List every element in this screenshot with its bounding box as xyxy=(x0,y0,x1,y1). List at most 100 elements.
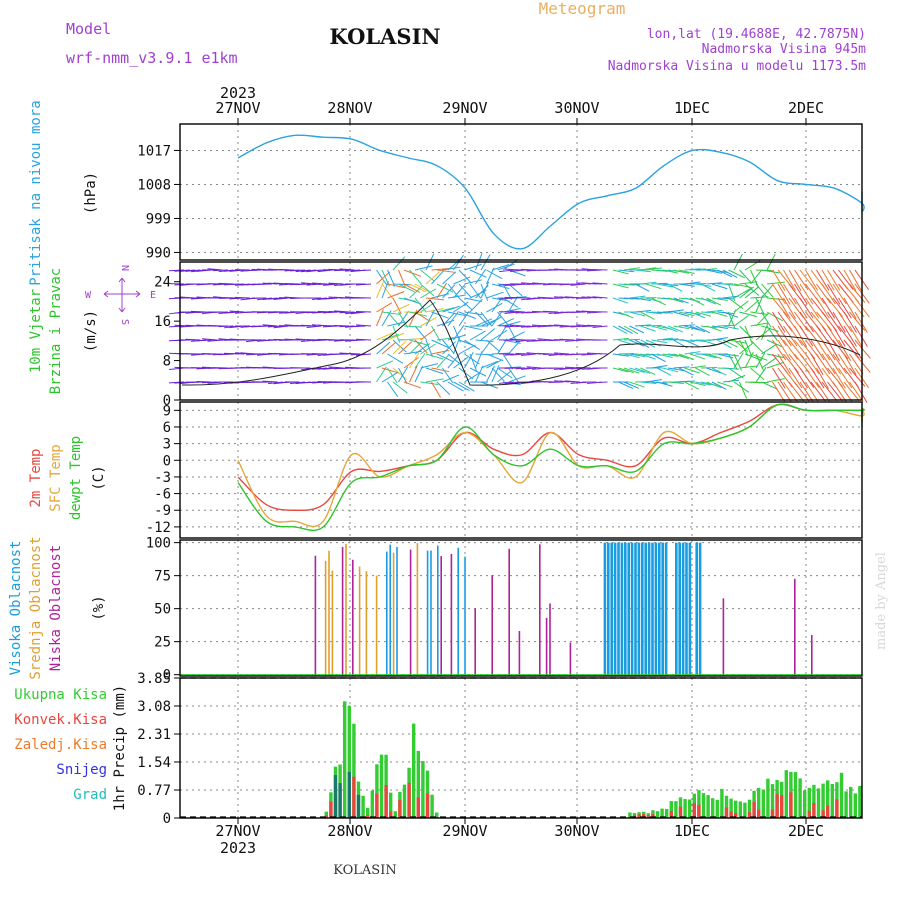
wind-barb-454 xyxy=(458,310,470,327)
wind-barb-992 xyxy=(788,297,804,318)
precip-bar-33 xyxy=(665,808,669,818)
ytick-label-2-2: -6 xyxy=(154,487,171,503)
wind-barb-1095 xyxy=(849,353,864,375)
xtick-bottom-1: 28NOV xyxy=(327,822,372,840)
precip-conv-18 xyxy=(407,782,411,818)
precip-conv-58 xyxy=(780,795,784,818)
cloud-ylabel-low: Niska Oblacnost xyxy=(48,545,64,671)
wind-barb-805 xyxy=(673,325,690,330)
wind-barb-532 xyxy=(508,283,523,297)
wind-barb-382 xyxy=(414,325,427,341)
wind-barb-745 xyxy=(634,367,651,374)
precip-bar-25 xyxy=(628,812,632,818)
cloud-bar-36 xyxy=(620,542,624,676)
wind-barb-892 xyxy=(728,283,736,302)
wind-barb-498 xyxy=(486,302,503,313)
cloud-bar-56 xyxy=(698,542,702,676)
precip-conv-68 xyxy=(826,805,830,818)
cloud-bar-14 xyxy=(409,549,412,676)
wind-barb-262 xyxy=(328,282,344,285)
precip-conv-39 xyxy=(692,803,696,818)
wind-barb-1002 xyxy=(794,311,809,332)
wind-barb-759 xyxy=(645,311,662,315)
wind-barb-1015 xyxy=(799,367,815,388)
wind-barb-1071 xyxy=(838,269,854,290)
wind-barb-935 xyxy=(750,381,769,384)
wind-barb-788 xyxy=(662,338,679,341)
footer-station: KOLASIN xyxy=(333,863,396,878)
wind-barb-328 xyxy=(381,310,392,327)
wind-barb-816 xyxy=(678,353,695,360)
wind-barb-321 xyxy=(376,341,391,355)
wind-barb-350 xyxy=(392,381,408,394)
compass-rose: N W E S xyxy=(85,265,156,325)
precip-conv-11 xyxy=(375,793,379,818)
wind-barb-419 xyxy=(436,337,455,341)
wind-barb-473 xyxy=(469,330,486,341)
wind-barb-810 xyxy=(678,269,695,274)
precip-bar-24 xyxy=(435,812,439,818)
xtick-top-0: 27NOV xyxy=(215,99,260,117)
wind-barb-769 xyxy=(651,325,668,331)
wind-barb-848 xyxy=(700,297,717,305)
cloud-bar-3 xyxy=(331,570,334,676)
temp-ylabel: 2m Temp SFC Temp dewpt Temp (C) xyxy=(28,436,107,520)
wind-barb-820 xyxy=(684,281,701,285)
precip-bar-15 xyxy=(393,811,397,818)
wind-barb-264 xyxy=(328,310,344,313)
precip-bar-6 xyxy=(352,723,356,818)
wind-barb-63 xyxy=(207,268,223,271)
wind-barb-965 xyxy=(772,297,789,317)
wind-barb-753 xyxy=(640,353,656,360)
precip-conv-40 xyxy=(697,804,701,818)
wind-barb-799 xyxy=(667,367,684,372)
wind-barb-927 xyxy=(750,269,759,287)
wind-barb-835 xyxy=(689,365,706,369)
wind-barb-82 xyxy=(218,282,234,285)
wind-barb-912 xyxy=(739,311,758,318)
wind-barb-310 xyxy=(356,324,372,327)
wind-barb-198 xyxy=(289,269,306,272)
wind-barb-27 xyxy=(185,269,201,272)
wind-barb-907 xyxy=(733,352,744,369)
wind-barb-236 xyxy=(312,297,328,301)
wind-barb-180 xyxy=(278,268,295,271)
year-bottom: 2023 xyxy=(220,839,256,857)
wind-barb-703 xyxy=(612,283,629,289)
wind-barb-220 xyxy=(300,324,317,327)
wind-barb-636 xyxy=(554,352,570,355)
wind-barb-1053 xyxy=(827,269,841,291)
wind-barb-762 xyxy=(645,353,662,356)
wind-barb-1045 xyxy=(821,283,836,305)
wind-barb-742 xyxy=(634,324,651,327)
precip-bar-68 xyxy=(826,780,830,818)
wind-barb-1082 xyxy=(843,297,857,319)
cloud-bar-38 xyxy=(627,542,630,676)
wind-barb-724 xyxy=(623,325,639,335)
wind-barb-462 xyxy=(464,311,483,316)
cloud-ylabel-high: Visoka Oblacnost xyxy=(8,541,24,676)
precip-conv-28 xyxy=(642,814,646,818)
wind-barb-357 xyxy=(398,341,413,355)
precip-conv-64 xyxy=(807,810,811,818)
wind-barb-340 xyxy=(387,367,398,384)
wind-barb-910 xyxy=(739,281,758,285)
precip-bar-64 xyxy=(807,787,811,818)
precip-bar-75 xyxy=(858,785,862,818)
elevation-label: Nadmorska Visina 945m xyxy=(702,42,867,57)
wind-barb-1036 xyxy=(816,283,832,304)
wind-barb-229 xyxy=(306,325,322,328)
wind-barb-386 xyxy=(414,365,424,383)
wind-barb-948 xyxy=(761,311,772,328)
precip-conv-1 xyxy=(329,801,333,818)
wind-barb-402 xyxy=(425,353,444,360)
xtick-bottom-2: 29NOV xyxy=(442,822,487,840)
wind-barb-398 xyxy=(425,297,444,301)
wind-barb-349 xyxy=(392,367,408,380)
wind-barb-538 xyxy=(508,367,520,384)
wind-barb-1035 xyxy=(816,269,830,291)
wind-barb-421 xyxy=(436,354,450,369)
precip-bar-71 xyxy=(839,772,844,818)
precip-bar-31 xyxy=(655,811,660,818)
wind-barb-818 xyxy=(678,380,696,383)
